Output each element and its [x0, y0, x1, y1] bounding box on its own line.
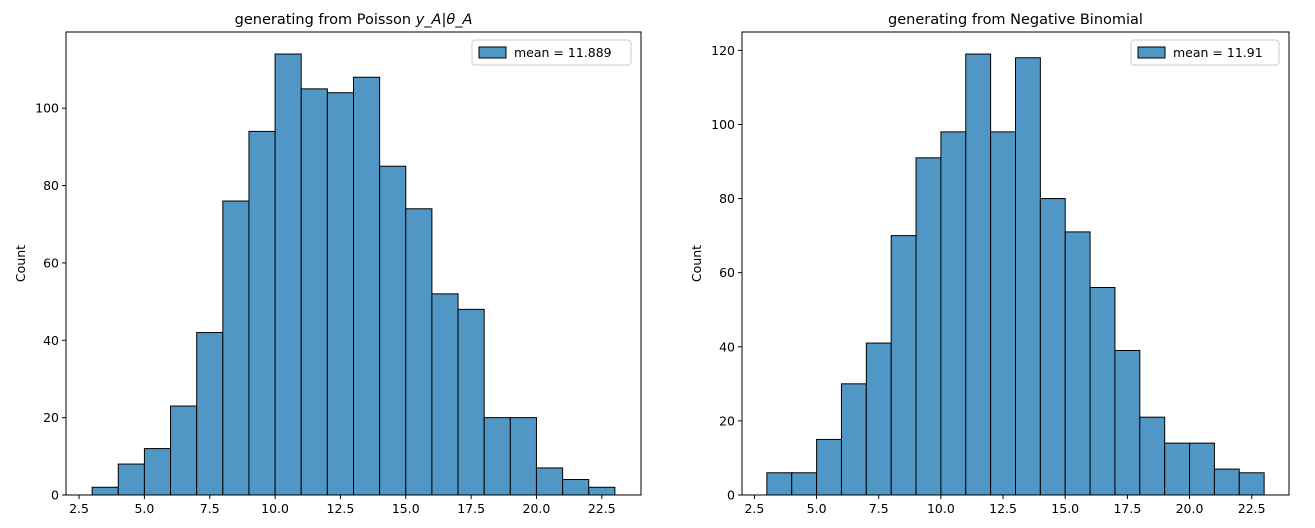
- x-tick-label: 20.0: [523, 501, 551, 516]
- x-tick-label: 2.5: [744, 501, 764, 516]
- histogram-bar: [379, 165, 407, 496]
- y-tick-label: 40: [43, 333, 59, 348]
- histogram-bar: [457, 308, 485, 496]
- x-tick-label: 7.5: [200, 501, 220, 516]
- y-tick-label: 100: [35, 101, 59, 116]
- x-tick-label: 7.5: [869, 501, 889, 516]
- legend-box: [1130, 39, 1280, 66]
- x-tick-label: 2.5: [69, 501, 89, 516]
- histogram-bar: [431, 293, 459, 496]
- x-tick-label: 10.0: [927, 501, 955, 516]
- histogram-bar: [405, 208, 433, 496]
- x-tick-label: 12.5: [327, 501, 355, 516]
- y-tick-label: 40: [719, 339, 735, 354]
- x-tick-label: 17.5: [457, 501, 485, 516]
- x-tick-label: 10.0: [261, 501, 289, 516]
- y-tick-label: 20: [43, 410, 59, 425]
- histogram-bar: [535, 467, 564, 496]
- x-axis-ticks: 2.5 5.0 7.5 10.0 12.5 15.0 17.5 20.0 22.5: [69, 495, 616, 516]
- histogram-bar: [196, 332, 224, 496]
- legend-label: mean = 11.889: [514, 45, 612, 60]
- histogram-bar: [170, 405, 198, 496]
- bars-group: [91, 53, 616, 496]
- x-tick-label: 22.5: [588, 501, 616, 516]
- histogram-bar: [509, 417, 537, 496]
- histogram-bar: [91, 486, 119, 496]
- bars-group: [766, 53, 1265, 496]
- axes-frame: [65, 31, 642, 496]
- legend-box: [471, 39, 632, 66]
- y-tick-label: 120: [711, 43, 735, 58]
- chart-title: generating from Negative Binomial: [888, 12, 1143, 28]
- y-axis-ticks: 0 20 40 60 80 100 120: [711, 43, 742, 503]
- title-math: y_A|θ_A: [415, 12, 473, 28]
- histogram-bar: [274, 53, 302, 496]
- x-axis-ticks: 2.5 5.0 7.5 10.0 12.5 15.0 17.5 20.0 22.5: [744, 495, 1266, 516]
- histogram-bar: [1164, 442, 1191, 496]
- y-tick-label: 80: [43, 178, 59, 193]
- axes-frame: [741, 31, 1290, 496]
- histogram-bar: [143, 448, 172, 496]
- histogram-bar: [890, 235, 917, 496]
- title-text: generating from Negative Binomial: [888, 12, 1143, 28]
- y-tick-label: 0: [727, 488, 735, 503]
- histogram-panel-negative-binomial: 0 20 40 60 80 100 120 2.5 5.0 7.5 10.0 12.5 15.0 17.…: [689, 12, 1290, 516]
- y-tick-label: 20: [719, 413, 735, 428]
- histogram-bar: [1139, 416, 1166, 496]
- histogram-bar: [1189, 442, 1215, 496]
- histogram-bar: [483, 417, 511, 496]
- histogram-bar: [990, 131, 1016, 496]
- histogram-bar: [791, 472, 818, 496]
- histogram-bar: [915, 157, 942, 496]
- x-tick-label: 15.0: [392, 501, 420, 516]
- histogram-bar: [353, 76, 381, 496]
- x-tick-label: 17.5: [1113, 501, 1141, 516]
- legend-swatch: [478, 46, 507, 59]
- legend-swatch: [1137, 46, 1166, 59]
- y-axis-ticks: 0 20 40 60 80 100: [35, 101, 66, 503]
- legend: mean = 11.889: [471, 39, 632, 66]
- histogram-bar: [1039, 198, 1066, 496]
- histogram-bar: [1064, 231, 1091, 496]
- histogram-bar: [766, 472, 793, 496]
- x-tick-label: 5.0: [134, 501, 154, 516]
- legend: mean = 11.91: [1130, 39, 1280, 66]
- chart-title: generating from Poisson y_A|θ_A: [235, 12, 473, 28]
- x-tick-label: 15.0: [1051, 501, 1079, 516]
- histogram-bar: [326, 92, 355, 496]
- x-tick-label: 20.0: [1176, 501, 1204, 516]
- histogram-bar: [222, 200, 250, 496]
- y-axis-label: Count: [689, 245, 704, 282]
- histogram-bar: [816, 438, 842, 496]
- y-tick-label: 60: [719, 265, 735, 280]
- x-tick-label: 22.5: [1238, 501, 1266, 516]
- histogram-bar: [248, 130, 276, 496]
- histogram-bar: [588, 486, 616, 496]
- histogram-bar: [1089, 286, 1116, 496]
- histogram-bar: [117, 463, 145, 496]
- y-tick-label: 100: [711, 117, 735, 132]
- histogram-bar: [1238, 472, 1265, 496]
- legend-label: mean = 11.91: [1173, 45, 1263, 60]
- y-tick-label: 0: [51, 488, 59, 503]
- title-text: generating from Poisson: [235, 12, 416, 28]
- x-tick-label: 12.5: [989, 501, 1017, 516]
- histogram-bar: [865, 342, 892, 496]
- x-tick-label: 5.0: [807, 501, 827, 516]
- histogram-bar: [300, 88, 328, 496]
- y-tick-label: 80: [719, 191, 735, 206]
- histogram-bar: [965, 53, 992, 496]
- histogram-bar: [1114, 349, 1141, 496]
- histogram-bar: [940, 131, 967, 496]
- histogram-bar: [562, 479, 590, 496]
- histogram-bar: [840, 383, 867, 496]
- histogram-panel-poisson: 0 20 40 60 80 100 2.5 5.0 7.5 10.0 12.5 15.0 17.5 20…: [13, 12, 642, 516]
- histogram-bar: [1213, 468, 1240, 496]
- histogram-bar: [1015, 57, 1041, 496]
- y-axis-label: Count: [13, 245, 28, 282]
- y-tick-label: 60: [43, 255, 59, 270]
